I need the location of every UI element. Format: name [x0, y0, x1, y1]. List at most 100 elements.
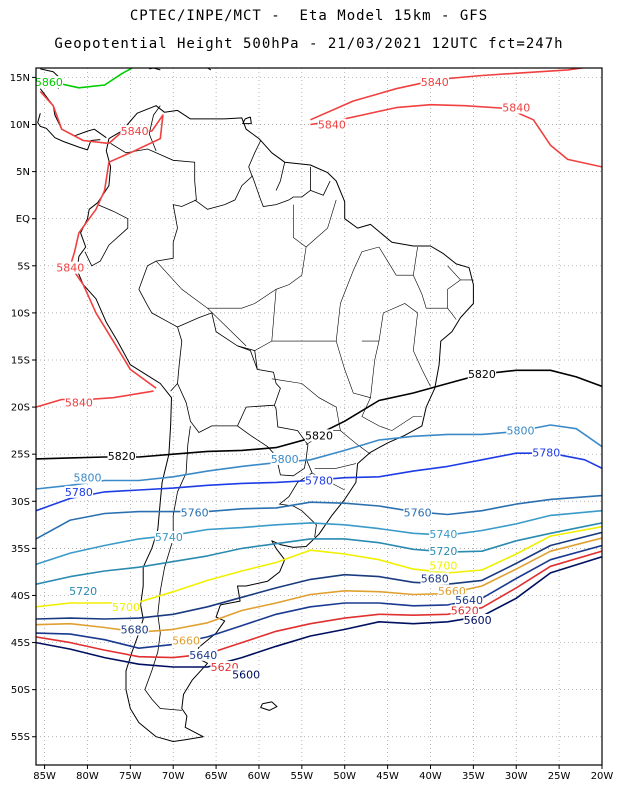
contour-label: 5740 — [429, 528, 457, 541]
tick-label-lat: 30S — [11, 497, 30, 508]
tick-label-lon: 30W — [505, 771, 528, 782]
tick-label-lat: 55S — [11, 732, 30, 743]
contour-label: 5720 — [429, 545, 457, 558]
tick-label-lon: 65W — [205, 771, 228, 782]
contour-label-bg — [429, 528, 458, 541]
contour-line — [310, 68, 588, 121]
tick-label-lat: 10S — [11, 308, 30, 319]
country-border — [84, 204, 129, 267]
contour-label: 5700 — [429, 559, 457, 572]
contour-label: 5780 — [305, 475, 333, 488]
contour-line — [36, 550, 602, 659]
contour-label-bg — [532, 446, 561, 459]
contour-label: 5780 — [532, 446, 560, 459]
tick-label-lon: 70W — [162, 771, 185, 782]
state-border — [413, 275, 457, 320]
tick-label-lat: 25S — [11, 450, 30, 461]
contour-label: 5840 — [421, 76, 449, 89]
contour-label: 5840 — [121, 125, 149, 138]
title-line-1: CPTEC/INPE/MCT - Eta Model 15km - GFS — [129, 8, 489, 24]
contour-label-bg — [34, 76, 64, 89]
tick-label-lon: 40W — [419, 771, 442, 782]
contour-label-bg — [317, 118, 347, 131]
contour-label-bg — [171, 634, 201, 647]
height-contours — [36, 68, 602, 668]
contour-label-bg — [210, 661, 239, 674]
contour-line — [36, 509, 602, 566]
contour-label: 5800 — [271, 453, 299, 466]
tick-label-lat: 10N — [10, 120, 30, 131]
tick-label-lon: 35W — [462, 771, 485, 782]
contour-label: 5680 — [121, 623, 149, 636]
contour-label: 5640 — [455, 594, 483, 607]
tick-label-lat: EQ — [16, 214, 30, 225]
contour-line — [36, 544, 602, 649]
tick-label-lon: 45W — [376, 771, 399, 782]
contour-label: 5620 — [211, 661, 239, 674]
state-border — [314, 463, 356, 469]
contour-label: 5820 — [108, 450, 136, 463]
contour-label: 5840 — [318, 119, 346, 132]
contour-label-bg — [420, 572, 449, 585]
contour-label: 5800 — [507, 425, 535, 438]
country-border — [148, 105, 161, 152]
country-border — [237, 345, 258, 370]
contour-label: 5840 — [65, 396, 93, 409]
country-border — [237, 405, 309, 477]
coastline — [76, 105, 474, 742]
tick-label-lat: 40S — [11, 591, 30, 602]
contour-label-bg — [231, 668, 261, 681]
contour-label-bg — [304, 474, 334, 487]
contour-label-bg — [450, 604, 479, 617]
contour-label-bg — [502, 101, 531, 114]
contour-label-bg — [506, 424, 535, 437]
contour-label-bg — [111, 600, 141, 613]
contour-label: 5760 — [404, 507, 432, 520]
contour-line — [36, 494, 602, 540]
title-line-2: Geopotential Height 500hPa - 21/03/2021 … — [54, 36, 564, 52]
contour-line — [36, 390, 154, 408]
tick-label-lat: 15N — [10, 73, 30, 84]
contour-label: 5760 — [181, 507, 209, 520]
tick-label-lon: 50W — [333, 771, 356, 782]
contour-label: 5840 — [56, 262, 84, 275]
contour-line — [36, 369, 602, 460]
contour-line — [36, 531, 602, 620]
contour-label-bg — [180, 506, 209, 519]
tick-label-lat: 35S — [11, 544, 30, 555]
country-border — [110, 143, 197, 392]
tick-label-lat: 5S — [17, 261, 30, 272]
coastline — [260, 701, 278, 711]
axis-ticks: 85W 80W 75W 70W 65W 60W 55W 50W 45W 40W 35W 30W 25W 2… — [10, 73, 614, 782]
state-border — [305, 199, 337, 248]
state-border — [378, 246, 418, 276]
contour-label: 5680 — [421, 573, 449, 586]
contour-label: 5600 — [232, 669, 260, 682]
contour-label-bg — [429, 545, 458, 558]
tick-label-lat: 50S — [11, 685, 30, 696]
state-border — [340, 430, 371, 455]
contour-label-bg — [270, 452, 299, 465]
state-border — [271, 246, 380, 342]
country-border — [177, 312, 281, 434]
tick-label-lon: 85W — [33, 771, 56, 782]
contour-label-bg — [64, 485, 94, 498]
grid-lines — [36, 68, 603, 765]
coastline — [242, 116, 252, 125]
contour-label-bg — [68, 584, 98, 597]
contour-label-bg — [463, 613, 492, 626]
contour-label-bg — [56, 261, 85, 274]
coastline — [39, 88, 107, 139]
state-border — [207, 307, 247, 347]
contour-label-bg — [403, 506, 432, 519]
contour-label: 5660 — [172, 635, 200, 648]
contour-label-bg — [154, 531, 184, 544]
contour-label-bg — [64, 396, 94, 409]
map-frame — [35, 67, 603, 766]
contour-label: 5640 — [189, 649, 217, 662]
state-border — [335, 303, 418, 399]
contour-label-bg — [467, 368, 497, 381]
contour-label-bg — [420, 76, 449, 89]
